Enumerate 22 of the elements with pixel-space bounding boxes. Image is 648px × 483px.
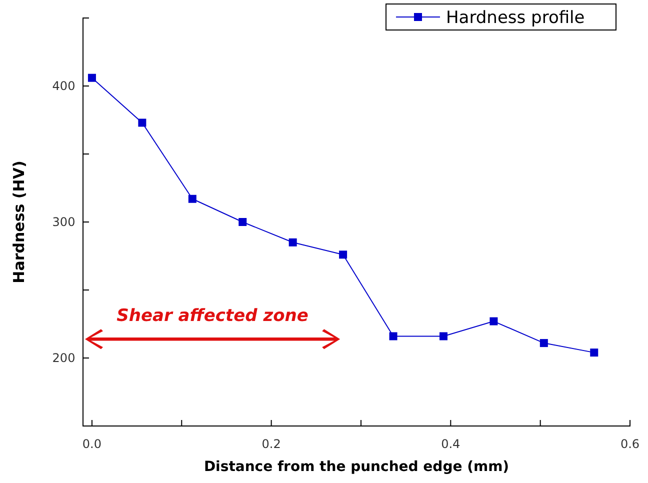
point <box>288 238 297 246</box>
annotation: Shear affected zone <box>116 306 308 326</box>
point <box>590 348 598 357</box>
y-tick-label: 300 <box>52 214 76 229</box>
point <box>339 250 348 259</box>
point <box>439 332 448 340</box>
y-tick-label: 200 <box>52 350 76 365</box>
x-tick-label: 0.0 <box>82 437 102 452</box>
point <box>138 118 146 127</box>
point <box>88 74 96 82</box>
point <box>238 218 247 226</box>
x-axis-title: Distance from the punched edge (mm) <box>204 459 510 475</box>
x-tick-label: 0.2 <box>262 437 281 452</box>
point <box>389 332 398 340</box>
y-tick-label: 400 <box>52 78 76 93</box>
point <box>540 339 548 348</box>
x-tick-label: 0.6 <box>620 437 640 452</box>
legend-label: Hardness profile <box>446 8 585 28</box>
y-axis-title: Hardness (HV) <box>10 160 28 284</box>
point <box>188 194 196 203</box>
x-tick-label: 0.4 <box>441 437 460 452</box>
point <box>490 317 498 326</box>
